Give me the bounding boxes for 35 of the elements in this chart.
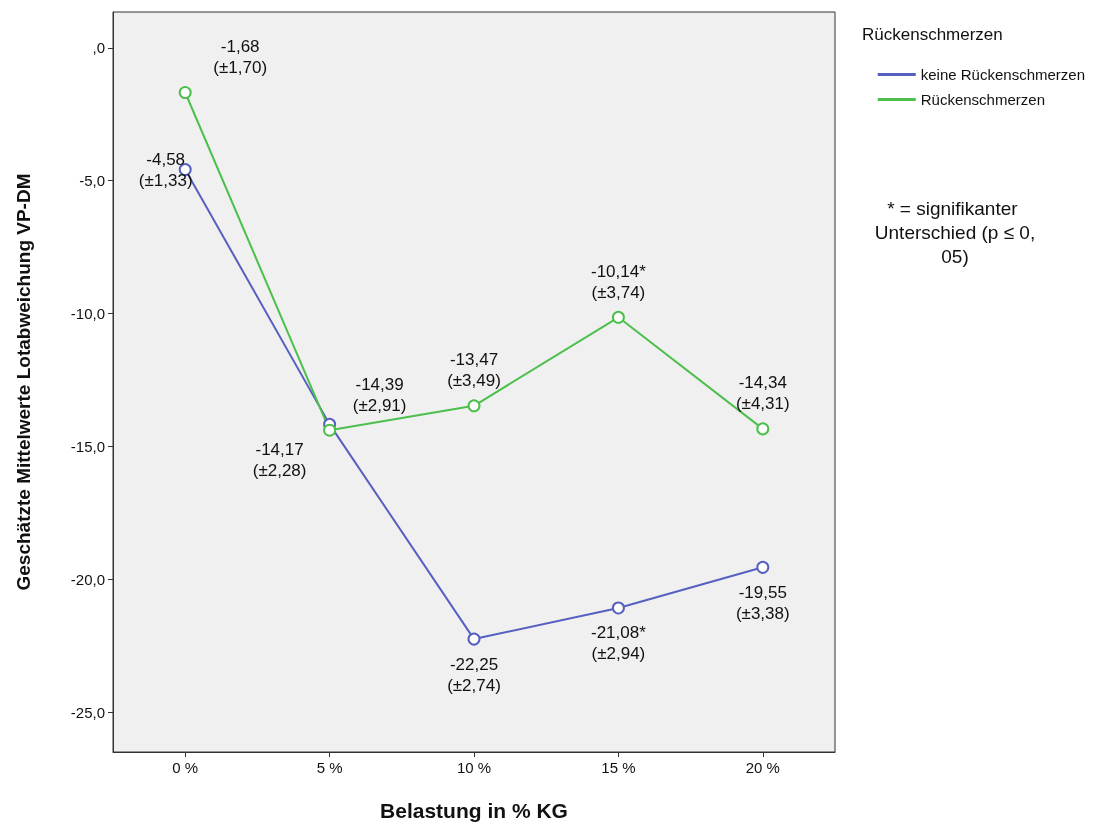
legend-label: Rückenschmerzen bbox=[920, 91, 1045, 108]
data-label: -21,08* (±2,94) bbox=[590, 623, 647, 664]
x-tick-label: 0 % bbox=[172, 759, 199, 776]
point bbox=[756, 560, 770, 574]
data-label: -14,17 (±2,28) bbox=[252, 439, 307, 480]
x-tick-label: 10 % bbox=[456, 759, 492, 776]
point bbox=[323, 423, 337, 437]
x-tick-label: 15 % bbox=[601, 759, 636, 776]
point bbox=[611, 601, 625, 615]
legend-title: Rückenschmerzen bbox=[862, 25, 1003, 44]
legend-label: keine Rückenschmerzen bbox=[920, 66, 1085, 83]
point bbox=[467, 399, 481, 413]
y-tick-label: -20,0 bbox=[70, 570, 105, 588]
data-label: -19,55 (±3,38) bbox=[735, 582, 790, 623]
text: * = signifikanter Unterschied (p ≤ 0,05) bbox=[874, 197, 1036, 267]
data-label: -1,68 (±1,70) bbox=[213, 37, 268, 78]
data-label: -14,34 (±4,31) bbox=[735, 373, 790, 414]
y-tick-label: -10,0 bbox=[70, 305, 105, 323]
data-label: -4,58 (±1,33) bbox=[138, 149, 193, 190]
data-label: -22,25 (±2,74) bbox=[447, 654, 501, 695]
data-label: -13,47 (±3,49) bbox=[447, 350, 501, 391]
point bbox=[756, 422, 770, 436]
point bbox=[611, 310, 625, 324]
data-label: -10,14* (±3,74) bbox=[590, 261, 647, 302]
x-axis-title: Belastung in % KG bbox=[380, 799, 568, 822]
x-tick-label: 20 % bbox=[745, 759, 780, 776]
y-tick-label: -25,0 bbox=[70, 703, 105, 721]
point bbox=[178, 86, 192, 100]
y-axis-title: Geschätzte Mittelwerte Lotabweichung VP-DM bbox=[13, 173, 34, 591]
point bbox=[467, 632, 481, 646]
y-tick-label: -5,0 bbox=[79, 172, 105, 190]
data-label: -14,39 (±2,91) bbox=[352, 374, 407, 415]
y-tick-label: ,0 bbox=[92, 39, 105, 57]
y-tick-label: -15,0 bbox=[70, 437, 105, 455]
x-tick-label: 5 % bbox=[316, 759, 343, 776]
